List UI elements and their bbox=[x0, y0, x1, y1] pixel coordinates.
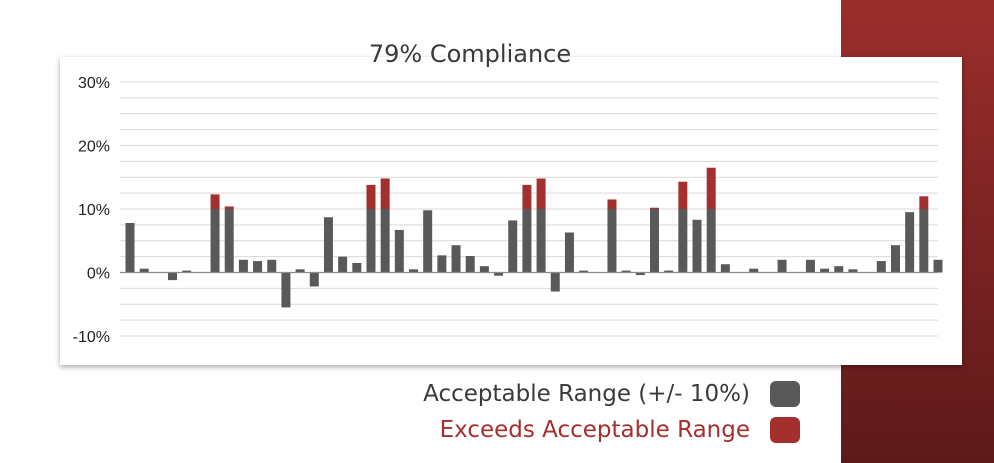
bar-acceptable bbox=[536, 209, 546, 273]
bar-acceptable bbox=[720, 264, 730, 273]
bar-acceptable bbox=[295, 269, 305, 273]
y-tick-label: 0% bbox=[87, 266, 110, 283]
legend-item-exceeds: Exceeds Acceptable Range bbox=[300, 412, 800, 448]
bar-acceptable bbox=[309, 272, 319, 287]
bar-acceptable bbox=[635, 272, 645, 276]
bar-acceptable bbox=[423, 210, 433, 273]
bar-acceptable bbox=[890, 245, 900, 273]
bar-acceptable bbox=[579, 270, 589, 273]
bar-acceptable bbox=[649, 209, 659, 273]
bar-exceeds bbox=[224, 206, 234, 209]
bar-acceptable bbox=[706, 209, 716, 273]
bar-acceptable bbox=[664, 270, 674, 273]
bar-acceptable bbox=[281, 272, 291, 308]
bar-acceptable bbox=[905, 212, 915, 273]
bar-acceptable bbox=[224, 209, 234, 273]
bar-acceptable bbox=[323, 217, 333, 273]
bar-acceptable bbox=[848, 269, 858, 273]
bar-acceptable bbox=[508, 220, 518, 273]
y-tick-label: -10% bbox=[73, 329, 110, 346]
bar-exceeds bbox=[678, 181, 688, 209]
bar-acceptable bbox=[253, 261, 263, 273]
legend-label-exceeds: Exceeds Acceptable Range bbox=[439, 417, 750, 443]
bar-acceptable bbox=[394, 229, 404, 273]
bar-acceptable bbox=[352, 262, 362, 273]
bar-exceeds bbox=[380, 178, 390, 209]
bar-acceptable bbox=[238, 259, 248, 273]
chart-card bbox=[60, 57, 962, 365]
bar-acceptable bbox=[168, 272, 178, 281]
bars bbox=[125, 167, 943, 308]
legend-item-acceptable: Acceptable Range (+/- 10%) bbox=[300, 376, 800, 412]
bar-acceptable bbox=[678, 209, 688, 273]
bar-acceptable bbox=[182, 270, 192, 273]
bar-exceeds bbox=[706, 167, 716, 209]
bar-exceeds bbox=[919, 196, 929, 209]
y-tick-label: 10% bbox=[78, 202, 110, 219]
bar-acceptable bbox=[409, 269, 419, 273]
bar-acceptable bbox=[805, 259, 815, 273]
bar-acceptable bbox=[451, 245, 461, 273]
legend: Acceptable Range (+/- 10%) Exceeds Accep… bbox=[300, 376, 800, 448]
bar-acceptable bbox=[380, 209, 390, 273]
bar-exceeds bbox=[536, 178, 546, 209]
y-axis-tick-labels: 30% 20% 10% 0% -10% bbox=[73, 75, 110, 346]
bar-acceptable bbox=[564, 232, 574, 273]
bar-acceptable bbox=[777, 259, 787, 273]
bar-acceptable bbox=[139, 268, 149, 273]
bar-acceptable bbox=[338, 256, 348, 273]
bar-acceptable bbox=[550, 272, 560, 292]
bar-acceptable bbox=[692, 219, 702, 273]
bar-exceeds bbox=[649, 207, 659, 209]
legend-label-acceptable: Acceptable Range (+/- 10%) bbox=[423, 381, 750, 407]
bar-acceptable bbox=[522, 209, 532, 273]
bar-acceptable bbox=[749, 268, 759, 273]
legend-swatch-acceptable bbox=[770, 381, 800, 407]
bar-acceptable bbox=[267, 259, 277, 273]
bar-exceeds bbox=[366, 184, 376, 209]
bar-exceeds bbox=[522, 184, 532, 209]
bar-acceptable bbox=[366, 209, 376, 273]
legend-swatch-exceeds bbox=[770, 417, 800, 443]
bar-acceptable bbox=[933, 259, 943, 273]
bar-acceptable bbox=[125, 222, 135, 273]
bar-exceeds bbox=[210, 194, 220, 209]
bar-acceptable bbox=[210, 209, 220, 273]
y-tick-label: 20% bbox=[78, 139, 110, 156]
bar-acceptable bbox=[437, 255, 447, 273]
bar-acceptable bbox=[876, 261, 886, 273]
bar-acceptable bbox=[919, 209, 929, 273]
bar-acceptable bbox=[607, 209, 617, 273]
bar-acceptable bbox=[820, 268, 830, 273]
bar-exceeds bbox=[607, 199, 617, 209]
y-tick-label: 30% bbox=[78, 75, 110, 92]
chart-title: 79% Compliance bbox=[368, 40, 572, 68]
bar-acceptable bbox=[621, 270, 631, 273]
bar-acceptable bbox=[494, 272, 504, 276]
bar-acceptable bbox=[465, 255, 475, 273]
bar-acceptable bbox=[479, 266, 489, 273]
bar-acceptable bbox=[834, 266, 844, 273]
